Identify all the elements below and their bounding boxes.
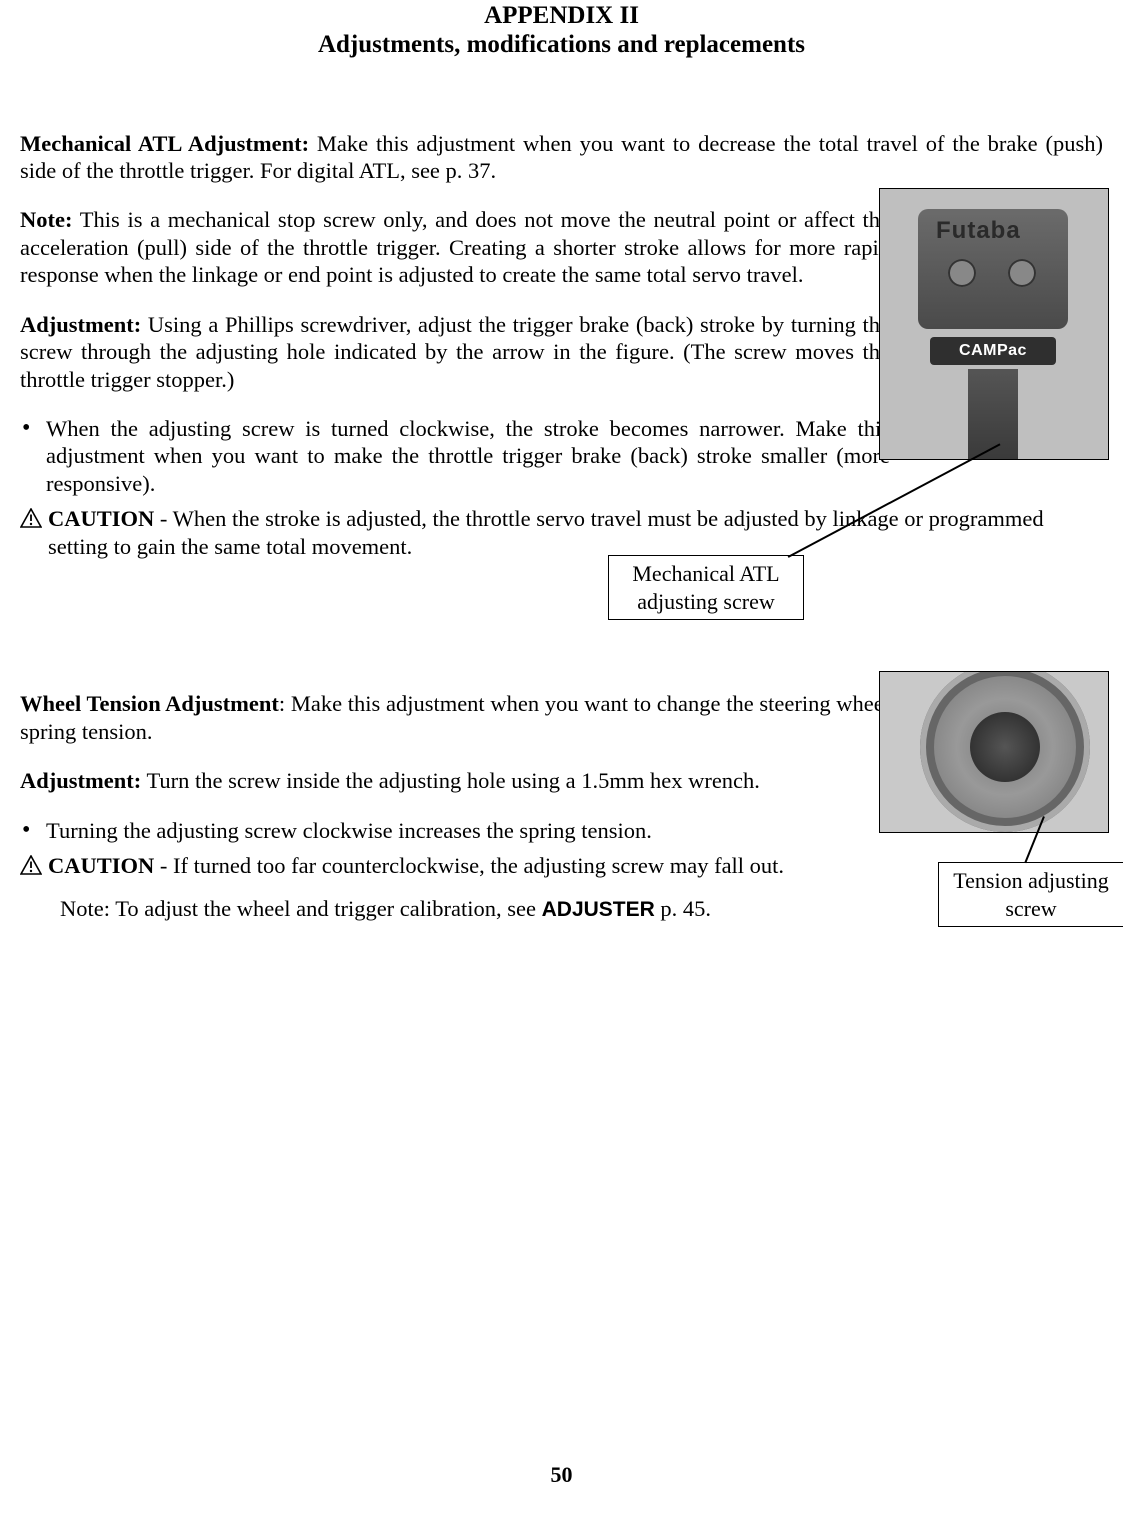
appendix-subtitle: Adjustments, modifications and replaceme… (20, 31, 1103, 60)
figure-atl-label: Mechanical ATL adjusting screw (608, 555, 804, 620)
figure-atl-label-l2: adjusting screw (637, 589, 774, 614)
s2-caution-prefix: CAUTION (48, 853, 154, 878)
s1-intro: Mechanical ATL Adjustment: Make this adj… (20, 130, 1103, 185)
s2-adjust-text: Turn the screw inside the adjusting hole… (141, 768, 760, 793)
figure-wheel-label-l2: screw (1005, 896, 1056, 921)
s1-intro-label: Mechanical ATL Adjustment: (20, 131, 309, 156)
s2-adjust-label: Adjustment: (20, 768, 141, 793)
figure-atl-dial (1008, 259, 1036, 287)
page-number: 50 (0, 1462, 1123, 1488)
s2-intro-label: Wheel Tension Adjustment (20, 691, 279, 716)
figure-atl-plate: CAMPac (930, 337, 1056, 365)
s1-caution: CAUTION - When the stroke is adjusted, t… (20, 505, 1103, 560)
s1-caution-text-wrap: CAUTION - When the stroke is adjusted, t… (48, 505, 1103, 560)
s1-note: Note: This is a mechanical stop screw on… (20, 206, 890, 288)
figure-atl-label-l1: Mechanical ATL (632, 561, 779, 586)
figure-wheel-label-l1: Tension adjusting (953, 868, 1109, 893)
s2-caution-text: - If turned too far counterclockwise, th… (154, 853, 784, 878)
s2-note-bold: ADJUSTER (542, 898, 655, 921)
s1-caution-text: - When the stroke is adjusted, the throt… (48, 506, 1044, 558)
s2-note-pre: Note: To adjust the wheel and trigger ca… (60, 896, 542, 921)
s1-note-text: This is a mechanical stop screw only, an… (20, 207, 890, 287)
s1-note-label: Note: (20, 207, 72, 232)
page: APPENDIX II Adjustments, modifications a… (0, 0, 1123, 1520)
appendix-title: APPENDIX II (20, 2, 1103, 31)
figure-atl-inner: Futaba CAMPac (918, 209, 1068, 409)
page-header: APPENDIX II Adjustments, modifications a… (20, 0, 1103, 60)
s2-note-post: p. 45. (655, 896, 711, 921)
s1-caution-prefix: CAUTION (48, 506, 154, 531)
figure-atl-dial (948, 259, 976, 287)
figure-wheel-inner (970, 712, 1040, 782)
figure-atl-device: Futaba CAMPac (879, 188, 1109, 460)
caution-icon (20, 507, 42, 534)
figure-wheel-label: Tension adjusting screw (938, 862, 1123, 927)
s2-intro: Wheel Tension Adjustment: Make this adju… (20, 690, 890, 745)
s2-bullet-list: Turning the adjusting screw clockwise in… (20, 817, 890, 844)
s2-bullet-item: Turning the adjusting screw clockwise in… (20, 817, 890, 844)
s1-adjust-text: Using a Phillips screwdriver, adjust the… (20, 312, 890, 392)
figure-atl-brand: Futaba (936, 217, 1021, 245)
s1-bullet-item: When the adjusting screw is turned clock… (20, 415, 890, 497)
figure-atl-head: Futaba (918, 209, 1068, 329)
caution-icon (20, 854, 42, 881)
s1-adjust-label: Adjustment: (20, 312, 141, 337)
s1-adjust: Adjustment: Using a Phillips screwdriver… (20, 311, 890, 393)
figure-wheel (879, 671, 1109, 833)
s2-adjust: Adjustment: Turn the screw inside the ad… (20, 767, 890, 794)
s1-bullet-list: When the adjusting screw is turned clock… (20, 415, 890, 497)
